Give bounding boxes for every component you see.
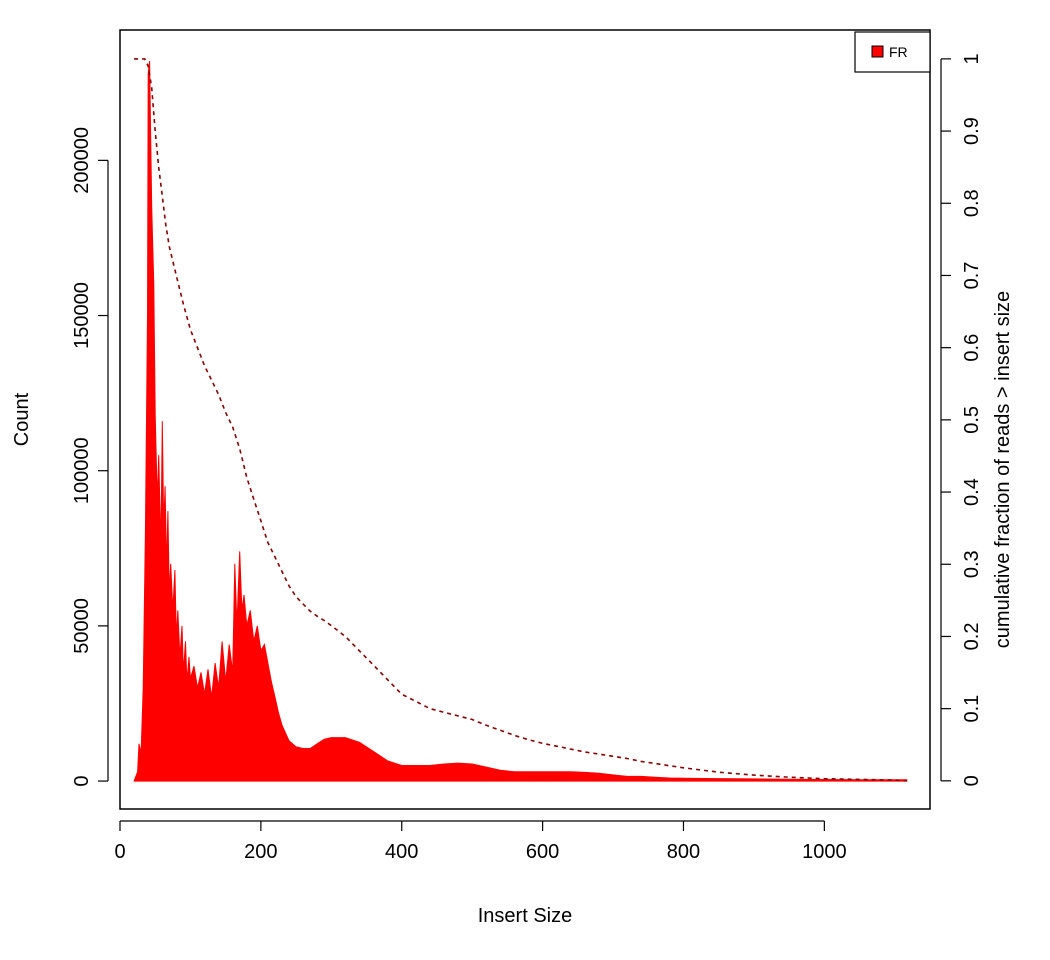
y2-tick-label: 0.6 xyxy=(961,334,983,362)
x-tick-label: 600 xyxy=(526,841,559,863)
y-tick-label: 150000 xyxy=(71,282,93,349)
y2-tick-label: 0.5 xyxy=(961,406,983,434)
y-axis-title: Count xyxy=(11,392,33,446)
legend-label-fr: FR xyxy=(889,44,908,60)
legend-swatch-fr xyxy=(871,45,884,58)
histogram-layer xyxy=(133,60,908,782)
x-tick-label: 400 xyxy=(385,841,418,863)
legend-box xyxy=(854,31,931,73)
plot-frame xyxy=(119,29,931,810)
y2-axis: 0 0.1 0.2 0.3 0.4 0.5 0.6 0.7 0.8 0.9 1 xyxy=(940,53,983,786)
y2-tick-label: 0.2 xyxy=(961,623,983,651)
y2-tick-label: 0.4 xyxy=(961,478,983,506)
x-tick-label: 1000 xyxy=(802,841,847,863)
x-tick-label: 800 xyxy=(667,841,700,863)
y-tick-label: 0 xyxy=(71,776,93,787)
cumulative-layer xyxy=(134,58,907,782)
y-tick-label: 50000 xyxy=(71,598,93,654)
y-tick-label: 100000 xyxy=(71,437,93,504)
y2-tick-label: 0.1 xyxy=(961,695,983,723)
y-axis: 0 50000 100000 150000 200000 xyxy=(71,127,109,787)
y-tick-label: 200000 xyxy=(71,127,93,194)
x-axis: 0 200 400 600 800 1000 xyxy=(114,820,847,863)
y2-axis-title: cumulative fraction of reads > insert si… xyxy=(992,291,1014,648)
legend: FR xyxy=(854,31,931,73)
histogram-fr xyxy=(133,60,908,782)
y2-tick-label: 1 xyxy=(961,53,983,64)
y2-tick-label: 0 xyxy=(961,775,983,786)
y2-tick-label: 0.8 xyxy=(961,189,983,217)
x-tick-label: 0 xyxy=(114,841,125,863)
y2-tick-label: 0.7 xyxy=(961,262,983,290)
x-tick-label: 200 xyxy=(244,841,277,863)
x-axis-title: Insert Size xyxy=(478,905,572,927)
y2-tick-label: 0.9 xyxy=(961,117,983,145)
cumulative-fraction-line xyxy=(134,58,907,782)
y2-tick-label: 0.3 xyxy=(961,550,983,578)
